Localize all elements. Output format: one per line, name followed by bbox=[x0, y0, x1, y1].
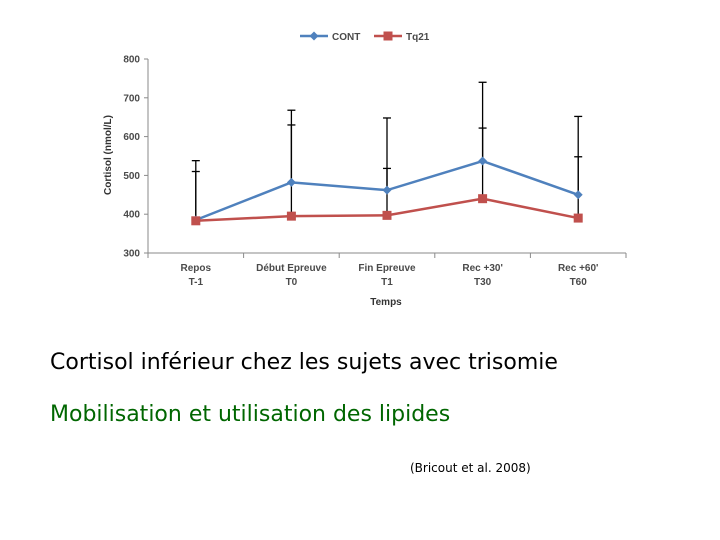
data-point bbox=[382, 185, 392, 195]
legend-label: CONT bbox=[332, 32, 360, 43]
data-point bbox=[286, 211, 296, 221]
y-axis: 300 400 500 600 700 800 bbox=[123, 55, 149, 260]
x-tick-label: T60 bbox=[570, 277, 588, 288]
cortisol-chart: CONT Tq21 300 400 500 600 700 800 Repos T-1 Débu… bbox=[103, 31, 627, 308]
caption-line-2: Mobilisation et utilisation des lipides bbox=[50, 402, 451, 427]
x-tick-label: T-1 bbox=[189, 277, 204, 288]
data-point bbox=[573, 213, 583, 223]
data-point bbox=[573, 190, 583, 200]
y-tick-label: 300 bbox=[123, 249, 140, 260]
x-tick-label: Rec +60' bbox=[558, 263, 598, 274]
data-point bbox=[286, 177, 296, 187]
x-tick-label: Repos bbox=[181, 263, 212, 274]
y-tick-label: 600 bbox=[123, 132, 140, 143]
x-axis-title: Temps bbox=[370, 297, 402, 308]
x-axis: Repos T-1 Début Epreuve T0 Fin Epreuve T1 Rec … bbox=[147, 252, 627, 288]
y-tick-label: 500 bbox=[123, 171, 140, 182]
data-point bbox=[382, 210, 392, 220]
data-point bbox=[478, 194, 488, 204]
x-tick-label: T1 bbox=[381, 277, 393, 288]
chart-legend: CONT Tq21 bbox=[300, 31, 430, 43]
x-tick-label: T0 bbox=[286, 277, 298, 288]
x-tick-label: T30 bbox=[474, 277, 492, 288]
series-lines bbox=[191, 156, 583, 226]
data-point bbox=[478, 156, 488, 166]
citation: (Bricout et al. 2008) bbox=[410, 461, 531, 475]
x-tick-label: Rec +30' bbox=[462, 263, 502, 274]
y-axis-title: Cortisol (nmol/L) bbox=[103, 115, 114, 195]
data-point bbox=[383, 31, 393, 41]
y-tick-label: 700 bbox=[123, 93, 140, 104]
data-point bbox=[309, 31, 319, 41]
x-tick-label: Fin Epreuve bbox=[358, 263, 416, 274]
x-tick-label: Début Epreuve bbox=[256, 263, 327, 274]
caption-line-1: Cortisol inférieur chez les sujets avec … bbox=[50, 350, 558, 375]
y-tick-label: 400 bbox=[123, 210, 140, 221]
legend-label: Tq21 bbox=[406, 32, 430, 43]
y-tick-label: 800 bbox=[123, 55, 140, 66]
data-point bbox=[191, 216, 201, 226]
error-bars bbox=[191, 81, 583, 221]
